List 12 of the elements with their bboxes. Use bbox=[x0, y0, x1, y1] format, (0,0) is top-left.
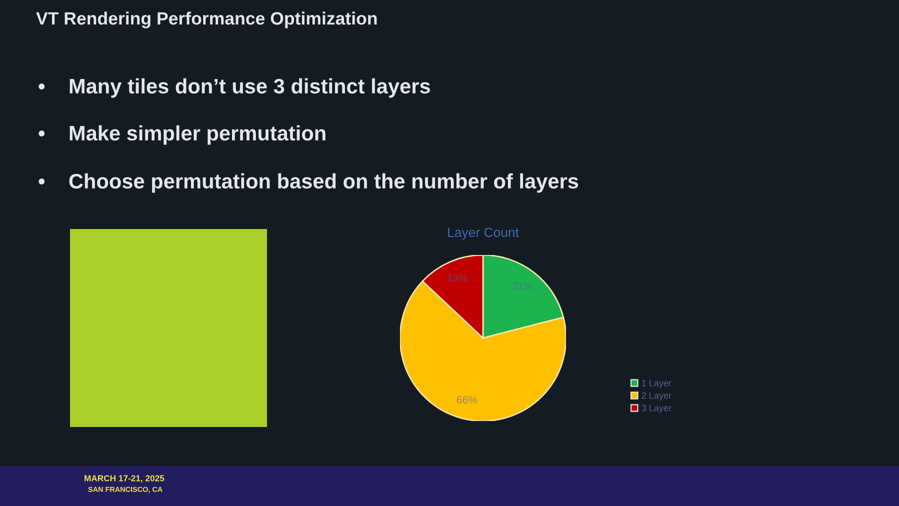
legend-label: 3 Layer bbox=[642, 404, 672, 413]
chart-title: Layer Count bbox=[448, 228, 519, 240]
text: MARCH 17-21, 2025 bbox=[84, 475, 164, 483]
legend-label: 1 Layer bbox=[642, 380, 672, 388]
data-label: 13% bbox=[448, 274, 468, 282]
data-label: 21% bbox=[512, 282, 533, 290]
text: • Choose permutation based on the number of layers bbox=[38, 173, 578, 193]
text: • Make simpler permutation bbox=[38, 125, 326, 145]
text: • Many tiles don’t use 3 distinct layers bbox=[38, 78, 430, 98]
text: VT Rendering Performance Optimization bbox=[36, 12, 377, 28]
data-label: 66% bbox=[457, 396, 477, 404]
legend-label: 2 Layer bbox=[642, 392, 672, 401]
